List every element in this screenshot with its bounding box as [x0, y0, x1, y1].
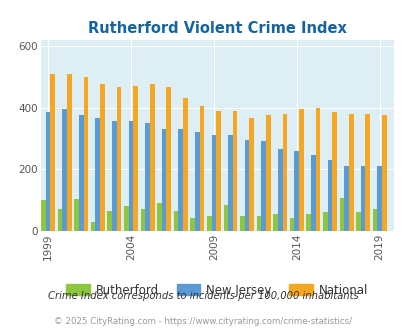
Bar [124, 206, 128, 231]
Bar [145, 123, 149, 231]
Bar [381, 115, 386, 231]
Bar [79, 115, 83, 231]
Bar [306, 214, 310, 231]
Bar [46, 112, 50, 231]
Bar [223, 205, 228, 231]
Bar [360, 166, 364, 231]
Bar [128, 121, 133, 231]
Bar [355, 212, 360, 231]
Bar [239, 216, 244, 231]
Bar [228, 135, 232, 231]
Bar [50, 74, 55, 231]
Bar [372, 210, 377, 231]
Bar [67, 74, 71, 231]
Bar [377, 166, 381, 231]
Bar [166, 87, 171, 231]
Bar [256, 215, 261, 231]
Bar [41, 200, 46, 231]
Bar [91, 222, 95, 231]
Bar [315, 108, 320, 231]
Bar [289, 218, 294, 231]
Bar [211, 135, 216, 231]
Bar [62, 109, 67, 231]
Bar [310, 155, 315, 231]
Bar [249, 118, 254, 231]
Bar [199, 106, 204, 231]
Bar [83, 77, 88, 231]
Bar [100, 84, 104, 231]
Bar [190, 218, 194, 231]
Bar [149, 84, 154, 231]
Text: Crime Index corresponds to incidents per 100,000 inhabitants: Crime Index corresponds to incidents per… [47, 291, 358, 301]
Bar [265, 115, 270, 231]
Bar [183, 98, 187, 231]
Bar [364, 114, 369, 231]
Bar [331, 112, 336, 231]
Bar [348, 114, 353, 231]
Bar [107, 211, 112, 231]
Bar [178, 129, 183, 231]
Bar [116, 87, 121, 231]
Bar [232, 111, 237, 231]
Bar [339, 198, 343, 231]
Bar [74, 199, 79, 231]
Bar [282, 114, 286, 231]
Bar [261, 142, 265, 231]
Bar [244, 140, 249, 231]
Bar [112, 121, 116, 231]
Bar [327, 160, 331, 231]
Title: Rutherford Violent Crime Index: Rutherford Violent Crime Index [87, 21, 346, 36]
Bar [133, 86, 138, 231]
Bar [343, 166, 348, 231]
Bar [194, 132, 199, 231]
Bar [162, 129, 166, 231]
Bar [273, 214, 277, 231]
Bar [294, 151, 298, 231]
Bar [140, 210, 145, 231]
Bar [95, 118, 100, 231]
Legend: Rutherford, New Jersey, National: Rutherford, New Jersey, National [62, 279, 372, 302]
Text: © 2025 CityRating.com - https://www.cityrating.com/crime-statistics/: © 2025 CityRating.com - https://www.city… [54, 317, 351, 326]
Bar [322, 212, 327, 231]
Bar [173, 211, 178, 231]
Bar [298, 109, 303, 231]
Bar [277, 149, 282, 231]
Bar [207, 215, 211, 231]
Bar [58, 210, 62, 231]
Bar [157, 203, 162, 231]
Bar [216, 111, 220, 231]
